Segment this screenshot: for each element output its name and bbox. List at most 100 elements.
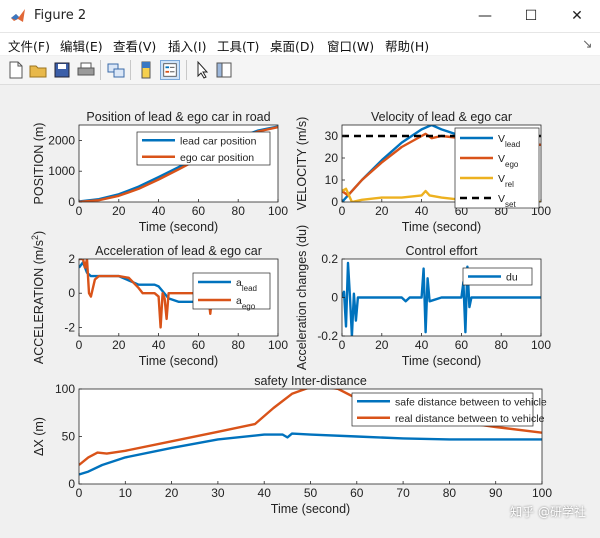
legend-icon[interactable] (160, 60, 180, 80)
x-tick-label: 100 (532, 486, 552, 500)
watermark-text: 知乎 @研学社 (510, 505, 586, 519)
legend-label-sub: ego (242, 302, 256, 311)
menu-dock-arrow-icon[interactable]: ↘ (582, 36, 593, 51)
link-icon[interactable] (106, 60, 126, 80)
chart-title: Control effort (405, 244, 478, 258)
x-tick-label: 20 (165, 486, 179, 500)
toolbar (0, 56, 600, 85)
x-tick-label: 10 (119, 486, 133, 500)
legend-label-sub: ego (505, 160, 519, 169)
legend-label: safe distance between to vehicle (395, 396, 547, 408)
menu-window[interactable]: 窗口(W) (327, 39, 375, 54)
y-axis-label-sup: 2 (30, 235, 40, 240)
series-line-safe-distance-between-to-vehicle (79, 432, 542, 476)
menu-desktop[interactable]: 桌面(D) (270, 39, 315, 54)
property-editor-icon[interactable] (214, 60, 234, 80)
x-tick-label: 20 (112, 204, 126, 218)
matlab-logo-icon (11, 9, 25, 22)
x-tick-label: 40 (152, 338, 166, 352)
y-tick-label: 20 (325, 151, 339, 165)
x-tick-label: 60 (192, 204, 206, 218)
chart-title: Position of lead & ego car in road (86, 110, 270, 124)
figure-canvas: 0 20 40 60 80 100 0 1000 2000 Position of lead & … (0, 85, 600, 534)
colorbar-icon[interactable] (136, 60, 156, 80)
y-tick-label: 0 (68, 286, 75, 300)
menu-help[interactable]: 帮助(H) (385, 39, 430, 54)
x-tick-label: 0 (339, 338, 346, 352)
menu-tools[interactable]: 工具(T) (217, 39, 260, 54)
y-axis-label: POSITION (m) (32, 123, 46, 205)
x-tick-label: 40 (415, 338, 429, 352)
x-tick-label: 60 (192, 338, 206, 352)
x-tick-label: 80 (495, 338, 509, 352)
x-tick-label: 30 (211, 486, 225, 500)
axes-box (78, 258, 279, 337)
window-title: Figure 2 (34, 8, 87, 23)
y-tick-label: 10 (325, 173, 339, 187)
y-tick-label: 2000 (48, 133, 75, 147)
y-axis-label: VELOCITY (m/s) (295, 117, 309, 211)
legend-box (454, 127, 540, 209)
chart-title: Velocity of lead & ego car (371, 110, 512, 124)
legend-label: du (506, 272, 518, 284)
legend-label: lead car position (180, 135, 257, 147)
legend-label: real distance between to vehicle (395, 413, 545, 425)
x-tick-label: 60 (455, 338, 469, 352)
x-axis-label: Time (second) (271, 502, 350, 516)
legend-label-sub: lead (505, 140, 520, 149)
y-tick-label: 0 (331, 195, 338, 209)
menu-file[interactable]: 文件(F) (8, 39, 50, 54)
axes-box (341, 124, 542, 203)
print-icon[interactable] (76, 60, 96, 80)
y-axis-label: ACCELERATION (m/s2) (30, 231, 46, 364)
y-axis-label: ΔX (m) (32, 417, 46, 456)
y-tick-label: 1000 (48, 164, 75, 178)
legend-box (351, 392, 534, 427)
menu-view[interactable]: 查看(V) (113, 39, 157, 54)
legend-label-sub: set (505, 200, 516, 209)
x-axis-label: Time (second) (402, 220, 481, 234)
chart-title: Acceleration of lead & ego car (95, 244, 262, 258)
x-tick-label: 90 (489, 486, 503, 500)
x-tick-label: 40 (415, 204, 429, 218)
x-tick-label: 40 (152, 204, 166, 218)
x-axis-label: Time (second) (402, 354, 481, 368)
y-tick-label: 0 (331, 291, 338, 305)
legend-label-sub: lead (242, 284, 257, 293)
x-tick-label: 50 (304, 486, 318, 500)
y-tick-label: 0 (68, 477, 75, 491)
legend: du (462, 267, 533, 286)
x-tick-label: 100 (268, 204, 288, 218)
menu-edit[interactable]: 编辑(E) (60, 39, 103, 54)
window-titlebar: Figure 2 — ☐ ✕ (0, 0, 600, 33)
close-button[interactable]: ✕ (571, 8, 583, 24)
x-tick-label: 60 (350, 486, 364, 500)
minimize-button[interactable]: — (478, 8, 492, 24)
chart-5: 0 10 20 30 40 50 60 70 80 90 100 0 50 100 safety Inter… (32, 374, 552, 516)
new-figure-icon[interactable] (6, 60, 26, 80)
pointer-icon[interactable] (192, 60, 212, 80)
y-tick-label: 0.2 (321, 252, 338, 266)
x-tick-label: 80 (232, 204, 246, 218)
menu-insert[interactable]: 插入(I) (168, 39, 207, 54)
toolbar-separator (130, 60, 131, 80)
save-icon[interactable] (52, 60, 72, 80)
maximize-button[interactable]: ☐ (524, 8, 538, 24)
x-tick-label: 0 (339, 204, 346, 218)
x-tick-label: 100 (531, 338, 551, 352)
y-tick-label: 50 (62, 430, 76, 444)
x-tick-label: 20 (375, 338, 389, 352)
y-tick-label: 2 (68, 252, 75, 266)
open-file-icon[interactable] (28, 60, 48, 80)
x-tick-label: 20 (112, 338, 126, 352)
y-tick-label: -2 (64, 320, 75, 334)
x-tick-label: 0 (76, 486, 83, 500)
legend: safe distance between to vehicle real dis… (351, 392, 547, 427)
x-tick-label: 40 (258, 486, 272, 500)
